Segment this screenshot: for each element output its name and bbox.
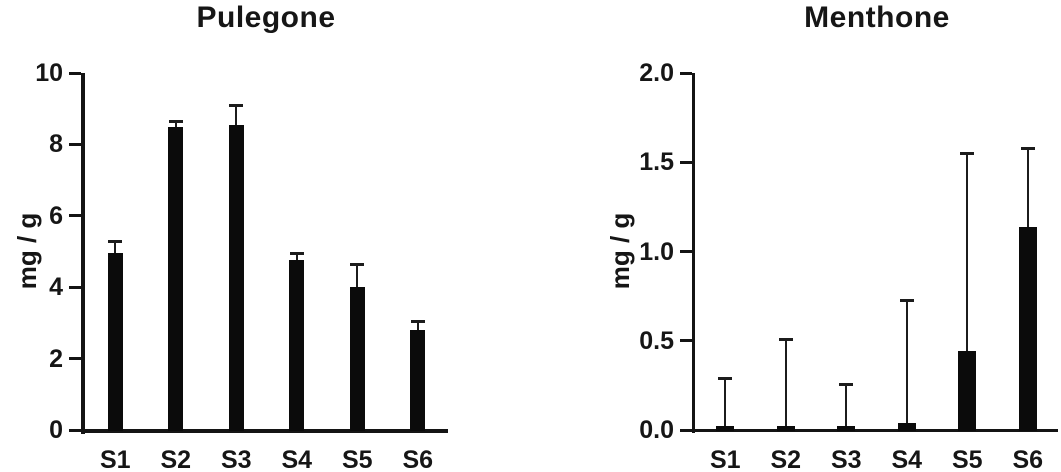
error-bar-s6 — [1026, 147, 1029, 231]
x-tick-label-s1: S1 — [99, 446, 131, 472]
x-tick-label-s6: S6 — [1012, 446, 1044, 472]
pulegone-chart-panel: Pulegone mg / g 0 2 4 6 8 10 S1 S2 S3 S4 S5 S6 — [0, 0, 530, 472]
y-axis-tick-8 — [69, 142, 81, 146]
y-axis-tick-0 — [69, 428, 81, 432]
x-tick-label-s5: S5 — [341, 446, 373, 472]
error-bar-s6 — [416, 321, 419, 335]
error-bar-cap-s1 — [718, 377, 733, 381]
x-tick-label-s4: S4 — [281, 446, 313, 472]
bar-s4 — [897, 422, 916, 431]
y-axis-tick-0.0 — [680, 428, 692, 432]
y-tick-label-8: 8 — [49, 130, 63, 159]
y-axis-tick-10 — [69, 71, 81, 75]
y-axis-line — [81, 73, 85, 434]
y-tick-label-0.5: 0.5 — [639, 326, 674, 355]
y-axis-tick-0.5 — [680, 339, 692, 343]
error-bar-s2 — [174, 121, 177, 131]
error-bar-cap-s3 — [229, 104, 244, 108]
bar-s3 — [837, 426, 856, 431]
x-axis-line — [81, 429, 448, 433]
menthone-chart-panel: Menthone mg / g 0.0 0.5 1.0 1.5 2.0 S1 S2 S3 S4 S… — [530, 0, 1061, 472]
bar-s6 — [1018, 226, 1037, 431]
error-bar-s2 — [784, 338, 787, 431]
y-axis-tick-6 — [69, 214, 81, 218]
bar-s6 — [410, 330, 426, 431]
x-tick-label-s2: S2 — [770, 446, 802, 472]
y-tick-label-1.0: 1.0 — [639, 237, 674, 266]
x-tick-label-s2: S2 — [160, 446, 192, 472]
bar-s1 — [716, 426, 735, 431]
error-bar-cap-s2 — [168, 120, 183, 124]
error-bar-cap-s5 — [350, 262, 365, 266]
bar-s3 — [228, 124, 244, 431]
bar-s2 — [776, 426, 795, 431]
error-bar-cap-s5 — [960, 152, 975, 156]
y-axis-tick-1.5 — [680, 160, 692, 164]
error-bar-s4 — [295, 253, 298, 265]
y-axis-tick-1.0 — [680, 250, 692, 253]
error-bar-s4 — [905, 299, 908, 427]
error-bar-cap-s6 — [1020, 146, 1035, 150]
bar-s1 — [107, 253, 123, 431]
y-tick-label-2.0: 2.0 — [639, 59, 674, 87]
x-tick-label-s5: S5 — [951, 446, 983, 472]
y-tick-label-4: 4 — [49, 273, 63, 302]
bar-s5 — [349, 287, 365, 431]
y-tick-label-0: 0 — [49, 416, 63, 444]
error-bar-s5 — [356, 263, 359, 292]
y-axis-line — [692, 73, 695, 433]
y-axis-tick-2 — [69, 357, 81, 361]
error-bar-cap-s1 — [108, 239, 123, 243]
error-bar-cap-s4 — [289, 252, 304, 256]
x-axis-line — [692, 429, 1058, 432]
error-bar-s3 — [845, 383, 848, 431]
error-bar-s1 — [114, 240, 117, 258]
chart-title-pulegone: Pulegone — [196, 1, 336, 34]
x-tick-label-s3: S3 — [830, 446, 862, 472]
y-axis-tick-4 — [69, 285, 81, 289]
y-axis-tick-2.0 — [680, 71, 692, 75]
y-tick-label-10: 10 — [35, 59, 63, 87]
error-bar-cap-s6 — [410, 320, 425, 324]
y-tick-label-0.0: 0.0 — [639, 416, 674, 444]
x-tick-label-s3: S3 — [220, 446, 252, 472]
x-tick-label-s4: S4 — [891, 446, 923, 472]
bar-s4 — [289, 260, 305, 431]
error-bar-cap-s4 — [899, 298, 914, 302]
x-tick-label-s1: S1 — [709, 446, 741, 472]
error-bar-s5 — [966, 153, 969, 356]
error-bar-s1 — [724, 378, 727, 431]
x-tick-label-s6: S6 — [402, 446, 434, 472]
y-tick-label-2: 2 — [49, 344, 63, 373]
chart-title-menthone: Menthone — [804, 1, 950, 34]
y-tick-label-6: 6 — [49, 201, 63, 230]
bar-s2 — [168, 126, 184, 431]
error-bar-cap-s2 — [778, 337, 793, 341]
error-bar-cap-s3 — [839, 382, 854, 386]
error-bar-s3 — [235, 105, 238, 129]
y-tick-label-1.5: 1.5 — [639, 148, 674, 177]
bar-s5 — [958, 351, 977, 431]
